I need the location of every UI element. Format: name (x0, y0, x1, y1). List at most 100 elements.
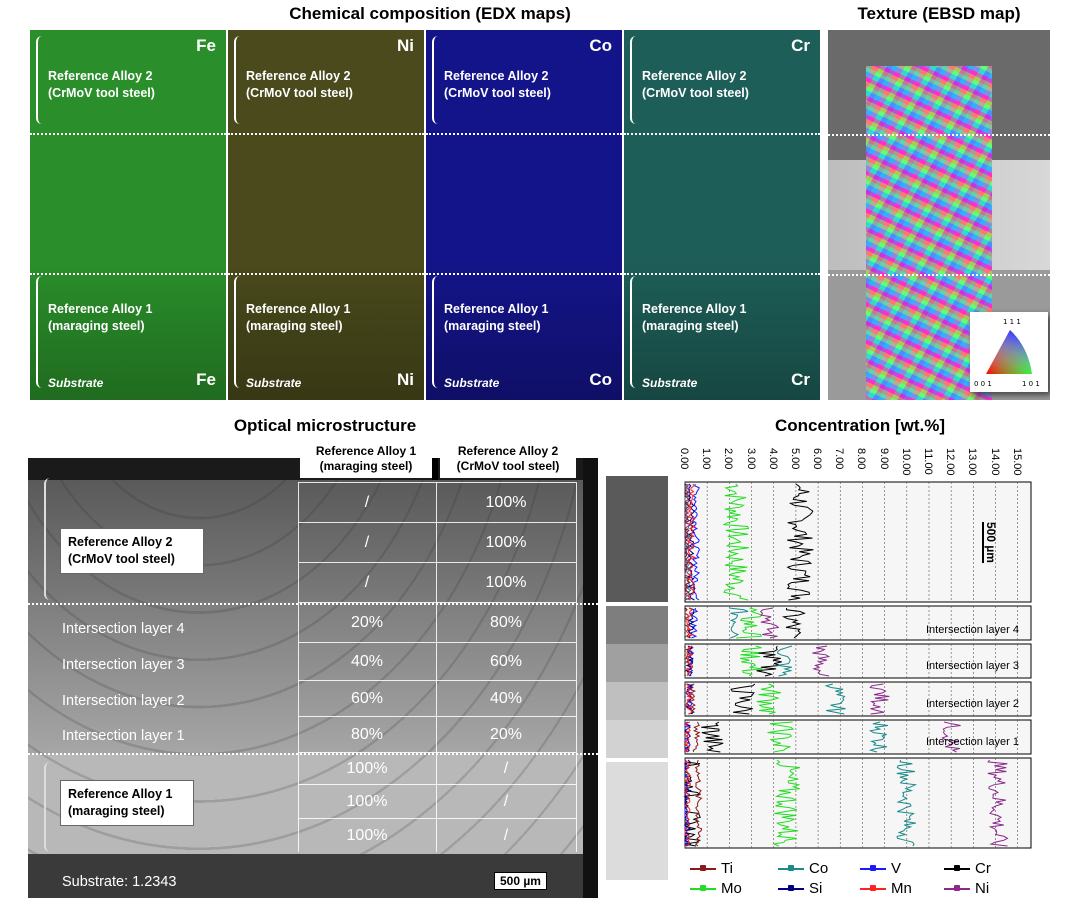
header-ref-alloy-1: Reference Alloy 1 (maraging steel) (300, 444, 432, 478)
boundary-bottom (624, 273, 820, 275)
legend-label-co: Co (809, 860, 829, 877)
label-ref1: Reference Alloy 1 (maraging steel) (246, 302, 351, 333)
cell-ref1-row-9: 100% (298, 784, 436, 819)
legend-item-co: Co (778, 860, 828, 877)
label-ref1: Reference Alloy 1 (maraging steel) (48, 302, 153, 333)
cell-ref2-row-4: 80% (436, 602, 576, 643)
label-ref-alloy-1: Reference Alloy 1 (maraging steel) (60, 780, 194, 826)
label-substrate: Substrate (444, 376, 500, 390)
legend-swatch-mo (690, 884, 716, 891)
label-intersection-3: Intersection layer 3 (62, 657, 185, 673)
legend-item-ni: Ni (944, 880, 989, 897)
cell-ref1-row-6: 60% (298, 680, 436, 717)
boundary-top (30, 133, 226, 135)
optical-title: Optical microstructure (233, 416, 417, 435)
boundary-bottom (228, 273, 424, 275)
series-cr-layer2 (730, 683, 756, 715)
legend-item-cr: Cr (944, 860, 991, 877)
series-mn-layer1 (683, 721, 691, 753)
brace-bottom (630, 276, 640, 388)
legend-swatch-cr (944, 864, 970, 871)
series-mn-ref1 (683, 760, 692, 847)
series-v-ref2 (691, 484, 701, 601)
legend-item-ti: Ti (690, 860, 733, 877)
brace-top (36, 36, 46, 124)
legend-swatch-mn (860, 884, 886, 891)
edx-map-ni: Reference Alloy 2 (CrMoV tool steel) Ni Ref… (228, 30, 424, 400)
legend-swatch-si (778, 884, 804, 891)
element-symbol-top: Cr (791, 36, 810, 55)
series-co-layer3 (777, 645, 793, 677)
series-ni-ref1 (987, 759, 1009, 847)
edx-title: Chemical composition (EDX maps) (289, 4, 571, 23)
legend-label-mn: Mn (891, 880, 912, 897)
legend-label-ni: Ni (975, 880, 990, 897)
series-v-layer3 (687, 645, 695, 677)
x-tick-label: 3.00 (744, 448, 757, 470)
ebsd-boundary-bottom (828, 274, 1050, 276)
series-co-layer1 (868, 721, 889, 753)
x-tick-label: 5.00 (788, 448, 801, 470)
legend-label-si: Si (809, 880, 823, 897)
boundary-top (624, 133, 820, 135)
panel-label-1: Intersection layer 1 (926, 736, 1019, 748)
x-tick-label: 4.00 (766, 448, 779, 470)
cell-ref1-row-8: 100% (298, 752, 436, 785)
cell-ref2-row-1: 100% (436, 482, 576, 523)
x-tick-label: 14.00 (988, 448, 1001, 476)
panel-label-4: Intersection layer 4 (926, 624, 1019, 636)
label-substrate: Substrate (48, 376, 104, 390)
legend-item-si: Si (778, 880, 822, 897)
cell-ref1-row-10: 100% (298, 818, 436, 853)
ebsd-map: 1 1 1 0 0 1 1 0 1 (828, 30, 1050, 400)
x-tick-label: 1.00 (700, 448, 713, 470)
x-tick-label: 8.00 (855, 448, 868, 470)
label-substrate: Substrate (246, 376, 302, 390)
x-tick-label: 10.00 (899, 448, 912, 476)
edx-map-co: Reference Alloy 2 (CrMoV tool steel) Co Ref… (426, 30, 622, 400)
label-ref2: Reference Alloy 2 (CrMoV tool steel) (444, 69, 551, 100)
optical-scale-bar: 500 µm (494, 872, 547, 890)
label-intersection-4: Intersection layer 4 (62, 621, 185, 637)
label-ref2: Reference Alloy 2 (CrMoV tool steel) (48, 69, 155, 100)
element-symbol-top: Fe (196, 36, 216, 55)
x-tick-label: 15.00 (1010, 448, 1023, 476)
header-ref-alloy-2: Reference Alloy 2 (CrMoV tool steel) (440, 444, 576, 478)
edx-map-cr: Reference Alloy 2 (CrMoV tool steel) Cr Ref… (624, 30, 820, 400)
element-symbol-bottom: Cr (791, 370, 810, 389)
series-ti-ref1 (694, 759, 703, 847)
legend-item-mn: Mn (860, 880, 912, 897)
legend-label-v: V (891, 860, 902, 877)
series-mo-ref1 (772, 759, 801, 847)
ipf-label-101: 1 0 1 (1022, 380, 1040, 388)
label-substrate: Substrate: 1.2343 (62, 874, 177, 890)
series-mn-layer3 (685, 645, 694, 677)
ipf-label-111: 1 1 1 (1003, 318, 1021, 326)
concentration-chart (683, 481, 1032, 849)
series-co-ref1 (896, 759, 918, 847)
boundary-bottom (426, 273, 622, 275)
legend-swatch-ni (944, 884, 970, 891)
series-ni-layer2 (869, 683, 890, 715)
series-mo-layer2 (756, 683, 782, 715)
brace-top (432, 36, 442, 124)
x-tick-label: 2.00 (722, 448, 735, 470)
x-tick-label: 6.00 (811, 448, 824, 470)
label-ref-alloy-2: Reference Alloy 2 (CrMoV tool steel) (60, 528, 204, 574)
cell-ref2-row-3: 100% (436, 562, 576, 603)
legend-label-ti: Ti (721, 860, 733, 877)
cell-ref2-row-10: / (436, 818, 576, 853)
brace-bottom (432, 276, 442, 388)
x-tick-label: 0.00 (678, 448, 690, 470)
series-mn-layer4 (685, 607, 694, 639)
boundary-top (426, 133, 622, 135)
cell-ref2-row-5: 60% (436, 642, 576, 681)
cell-ref2-row-2: 100% (436, 522, 576, 563)
concentration-title: Concentration [wt.%] (775, 416, 945, 435)
series-mo-layer3 (740, 645, 765, 677)
element-symbol-bottom: Co (589, 370, 612, 389)
label-ref1: Reference Alloy 1 (maraging steel) (642, 302, 747, 333)
cell-ref1-row-4: 20% (298, 602, 436, 643)
panel-label-3: Intersection layer 3 (926, 660, 1019, 672)
series-mn-ref2 (687, 483, 697, 601)
